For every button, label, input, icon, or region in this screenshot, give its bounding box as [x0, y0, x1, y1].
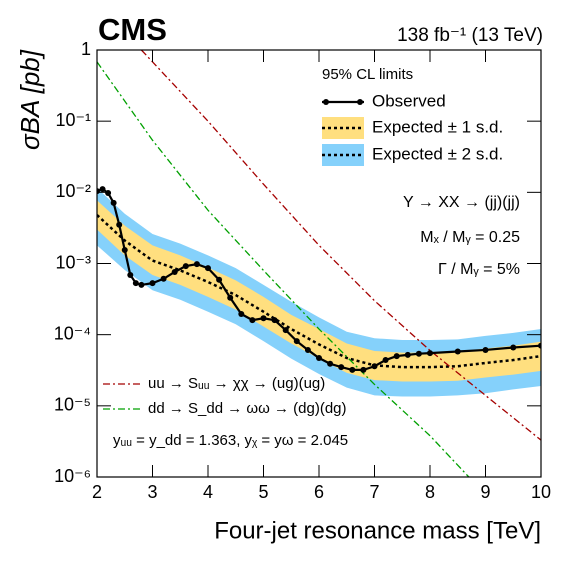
observed-point: [404, 351, 411, 358]
band: [97, 188, 541, 397]
observed-point: [227, 294, 234, 301]
annotation: Mₓ / Mᵧ = 0.25: [420, 229, 520, 246]
y-tick-label: 1: [81, 39, 91, 59]
legend-title: 95% CL limits: [322, 66, 413, 83]
observed-point: [149, 280, 156, 287]
observed-point: [293, 338, 300, 345]
observed-point: [160, 275, 167, 282]
observed-point: [371, 363, 378, 370]
observed-point: [304, 346, 311, 353]
x-axis-label: Four-jet resonance mass [TeV]: [214, 517, 541, 544]
observed-point: [538, 342, 541, 349]
observed-point: [99, 186, 106, 193]
plot-area: [97, 50, 541, 477]
observed-point: [205, 265, 211, 272]
observed-point: [316, 355, 322, 362]
x-tick-label: 6: [314, 482, 324, 502]
x-tick-label: 7: [369, 482, 379, 502]
x-tick-label: 4: [203, 482, 213, 502]
legend-label: Observed: [372, 91, 446, 110]
observed-point: [327, 360, 334, 367]
observed-point: [415, 350, 422, 357]
legend-label: dd → S_dd → ωω → (dg)(dg): [148, 400, 347, 417]
y-tick-label: 10⁻²: [55, 181, 91, 201]
legend-swatch: [357, 99, 363, 105]
observed-point: [238, 311, 245, 318]
x-tick-label: 5: [258, 482, 268, 502]
observed-point: [260, 315, 267, 322]
observed-point: [282, 327, 289, 334]
x-tick-label: 3: [147, 482, 157, 502]
annotation: Γ / Mᵧ = 5%: [438, 261, 520, 278]
observed-point: [393, 353, 400, 360]
observed-point: [482, 346, 489, 353]
observed-point: [454, 348, 461, 355]
theory-line: [97, 61, 470, 477]
y-tick-label: 10⁻³: [55, 252, 91, 272]
y-tick-label: 10⁻⁵: [54, 395, 91, 415]
x-tick-label: 10: [531, 482, 551, 502]
observed-point: [182, 263, 189, 270]
observed-point: [132, 280, 139, 287]
y-tick-label: 10⁻⁶: [54, 466, 91, 486]
observed-point: [127, 271, 134, 278]
y-tick-label: 10⁻⁴: [54, 323, 91, 343]
annotation: Y → XX → (jj)(jj): [403, 194, 520, 211]
observed-point: [171, 268, 178, 275]
legend-swatch: [323, 99, 329, 105]
x-tick-label: 8: [425, 482, 435, 502]
chart-title: CMS: [98, 12, 167, 47]
subtitle: 138 fb⁻¹ (13 TeV): [397, 25, 543, 46]
theory-line: [140, 50, 541, 441]
x-tick-label: 2: [92, 482, 102, 502]
observed-point: [121, 246, 128, 253]
observed-point: [138, 281, 145, 288]
observed-point: [193, 261, 200, 268]
observed-point: [349, 366, 356, 373]
observed-point: [360, 366, 367, 373]
legend-label: Expected ± 1 s.d.: [372, 117, 503, 136]
observed-point: [510, 344, 517, 351]
observed-point: [105, 189, 112, 196]
x-tick-label: 9: [480, 482, 490, 502]
y-tick-label: 10⁻¹: [55, 110, 91, 130]
annotation: yᵤᵤ = y_dd = 1.363, yᵪ = yω = 2.045: [113, 432, 348, 449]
observed-point: [338, 364, 345, 371]
observed-point: [216, 276, 223, 283]
observed-point: [427, 350, 433, 357]
observed-point: [116, 221, 123, 228]
observed-point: [382, 357, 389, 364]
y-axis-label: σBA [pb]: [15, 49, 45, 150]
expected-line: [97, 214, 541, 369]
legend-label: Expected ± 2 s.d.: [372, 144, 503, 163]
legend-label: uu → Sᵤᵤ → χχ → (ug)(ug): [148, 375, 325, 392]
observed-point: [271, 317, 278, 324]
observed-point: [249, 317, 256, 324]
observed-point: [110, 199, 117, 206]
